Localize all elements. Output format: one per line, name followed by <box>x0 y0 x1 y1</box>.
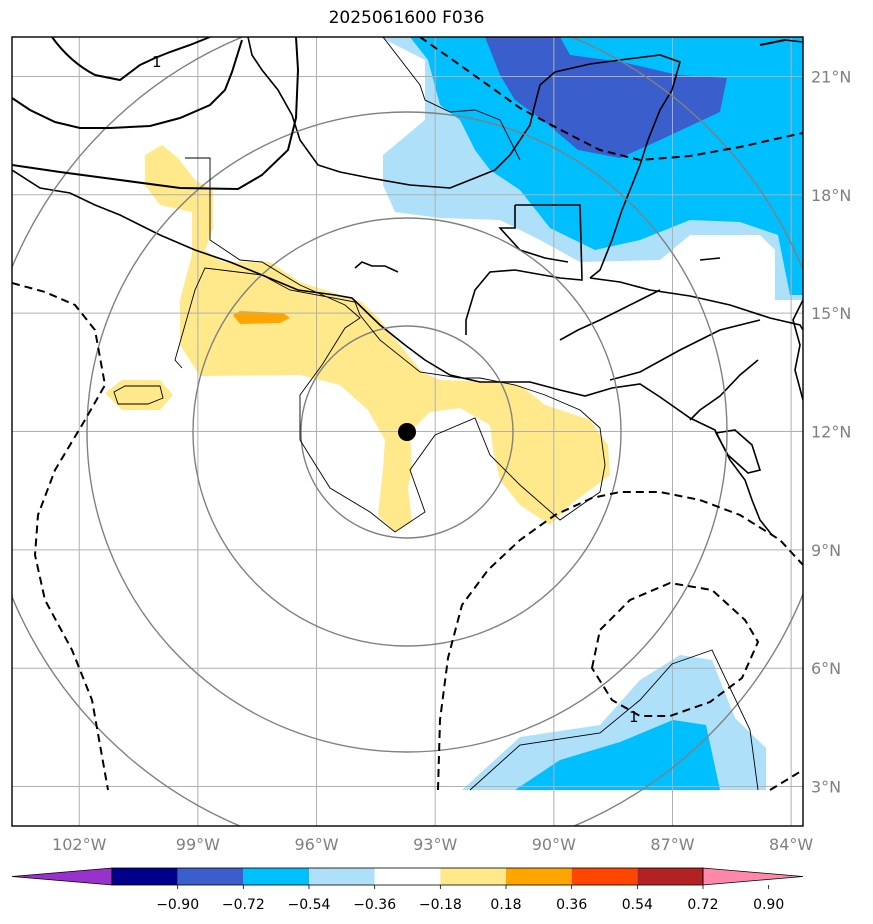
contour-label-north: 1 <box>152 53 162 71</box>
y-tick-label: 6°N <box>811 659 841 678</box>
y-axis-labels: 21°N 18°N 15°N 12°N 9°N 6°N 3°N <box>811 67 851 796</box>
thin-outline-north <box>382 37 521 161</box>
caribbean-coast <box>589 277 803 331</box>
colorbar-cell <box>506 868 572 885</box>
range-rings <box>12 37 803 826</box>
dashed-contour-north <box>419 37 803 162</box>
thin-outline-main <box>174 157 606 533</box>
y-tick-label: 3°N <box>811 778 841 797</box>
colorbar-cell <box>374 868 441 885</box>
shaded-fields <box>105 37 803 790</box>
contour-label-south: 1 <box>629 708 639 726</box>
colorbar-label: −0.72 <box>222 897 265 913</box>
colorbar-label: 0.90 <box>753 897 784 913</box>
y-tick-label: 12°N <box>811 423 851 442</box>
thin-outlines <box>113 37 759 791</box>
colorbar-label: −0.90 <box>156 897 199 913</box>
colorbar-label: 0.36 <box>556 897 587 913</box>
y-tick-label: 9°N <box>811 541 841 560</box>
colorbar: −0.90 −0.72 −0.54 −0.36 −0.18 0.18 0.36 0.54 0.7… <box>11 867 804 913</box>
colorbar-cell <box>571 868 638 885</box>
honduras-border <box>559 289 661 341</box>
cyan-shading-south <box>515 720 720 790</box>
y-tick-label: 21°N <box>811 67 851 86</box>
yucatan-border <box>498 205 569 263</box>
east-coast-fragment <box>699 257 721 261</box>
gulf-of-mexico-coast <box>247 37 681 279</box>
colorbar-extend-high <box>702 867 804 886</box>
x-axis-labels: 102°W 99°W 96°W 93°W 90°W 87°W 84°W <box>52 835 813 854</box>
orange-shading <box>233 311 290 324</box>
dashed-contours <box>12 37 803 791</box>
map-title: 2025061600 F036 <box>328 8 485 28</box>
colorbar-cell <box>309 868 375 885</box>
colorbar-extend-low <box>11 867 113 886</box>
range-ring-3 <box>86 111 728 753</box>
plot-frame <box>11 36 804 827</box>
storm-center-marker <box>398 423 416 441</box>
dashed-contour-corner <box>769 769 803 791</box>
lake-nicaragua <box>714 429 762 474</box>
range-ring-2 <box>192 217 622 647</box>
colorbar-label: −0.18 <box>419 897 462 913</box>
x-tick-label: 96°W <box>294 835 338 854</box>
x-tick-label: 87°W <box>650 835 694 854</box>
yellow-shading-main <box>145 145 610 532</box>
y-tick-label: 18°N <box>811 186 851 205</box>
solid-contour-2 <box>12 39 243 129</box>
dashed-contour-loop <box>590 581 760 717</box>
solid-contour-4 <box>759 39 786 46</box>
dashed-contour-south <box>437 491 803 791</box>
colorbar-label: 0.72 <box>687 897 718 913</box>
solid-contour-1 <box>51 37 211 82</box>
thin-outline-south <box>469 649 759 791</box>
colorbar-label: −0.54 <box>288 897 331 913</box>
florida-coast <box>792 299 803 401</box>
colorbar-cell <box>112 868 178 885</box>
x-tick-label: 99°W <box>176 835 220 854</box>
colorbar-label: 0.54 <box>622 897 653 913</box>
guatemala-border <box>465 204 583 335</box>
gridlines <box>12 37 803 826</box>
colorbar-cell <box>177 868 244 885</box>
x-tick-label: 84°W <box>769 835 813 854</box>
colorbar-label: 0.18 <box>490 897 521 913</box>
thin-outline-island <box>113 385 164 405</box>
coastlines <box>12 37 803 536</box>
costa-rica-border <box>689 359 759 421</box>
x-tick-label: 90°W <box>532 835 576 854</box>
isla-fragment <box>354 261 399 273</box>
dashed-contour-west <box>12 282 109 791</box>
colorbar-cell <box>243 868 309 885</box>
colorbar-label: −0.36 <box>353 897 396 913</box>
x-tick-label: 102°W <box>52 835 107 854</box>
nicaragua-border <box>609 319 761 381</box>
y-tick-label: 15°N <box>811 304 851 323</box>
colorbar-cell <box>440 868 506 885</box>
solid-contours <box>12 37 786 191</box>
x-tick-label: 93°W <box>413 835 457 854</box>
solid-contour-3 <box>12 37 300 191</box>
range-ring-1 <box>300 325 514 539</box>
mexico-pacific-coast <box>12 169 773 536</box>
colorbar-cell <box>637 868 703 885</box>
dark-blue-shading-north <box>485 37 727 158</box>
colorbar-frame <box>111 867 704 886</box>
